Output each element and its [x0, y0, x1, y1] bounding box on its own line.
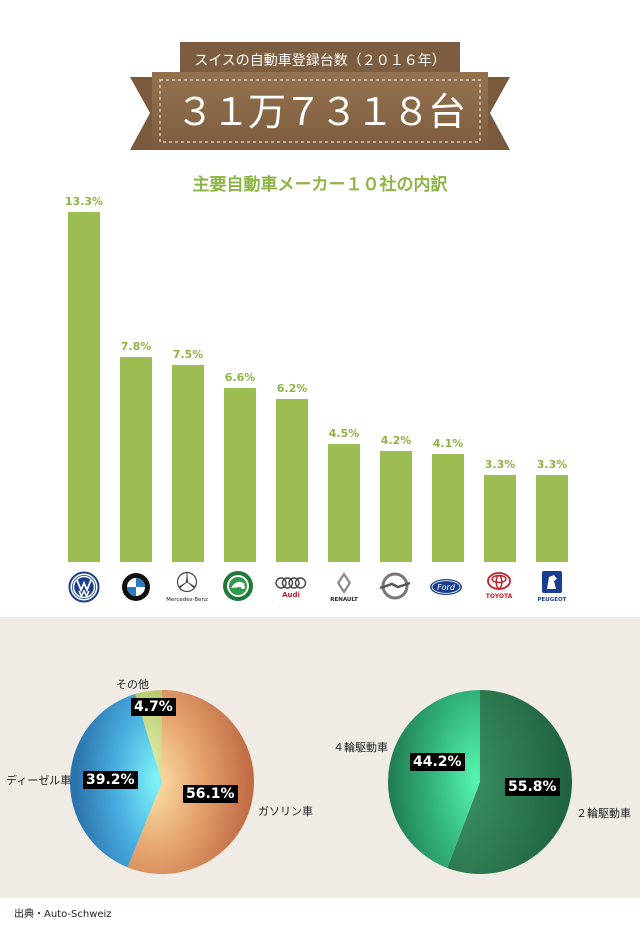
- bar-value-label: 3.3%: [484, 458, 516, 472]
- total-registrations: ３１万７３１８台: [175, 90, 466, 134]
- toyota-logo-text: TOYOTA: [486, 593, 513, 600]
- bar-value-label: 7.8%: [120, 339, 152, 353]
- bar-toyota: [484, 475, 516, 562]
- bar-renault: [328, 443, 360, 562]
- ford-logo-text: Ford: [437, 583, 456, 592]
- audi-logo-text: Audi: [282, 591, 300, 599]
- ribbon-main: [152, 72, 488, 150]
- renault-logo-text: RENAULT: [330, 597, 358, 603]
- pie-drive-label-4wd: ４輪駆動車: [333, 741, 388, 754]
- source-note: 出典・Auto-Schweiz: [14, 909, 112, 920]
- mercedes-logo-text: Mercedes-Benz: [166, 597, 208, 603]
- pie-drive-label-2wd: ２輪駆動車: [576, 807, 631, 820]
- bar-value-label: 6.2%: [276, 381, 308, 395]
- bmw-logo: [122, 573, 150, 601]
- ribbon-stitch: [159, 79, 481, 143]
- bar-value-label: 13.3%: [64, 195, 104, 208]
- bar-opel: [380, 451, 412, 562]
- pie-fuel-slice-gasoline: [127, 690, 254, 874]
- skoda-logo: [223, 571, 253, 601]
- pie-fuel-value-gasoline: 56.1%: [183, 785, 238, 803]
- pie-fuel-label-diesel: ディーゼル車: [6, 774, 72, 787]
- bar-peugeot: [536, 475, 568, 562]
- bar-value-label: 6.6%: [224, 371, 256, 385]
- bar-bmw: [120, 356, 152, 562]
- subtitle-tab: [180, 42, 460, 75]
- renault-logo: RENAULT: [330, 572, 358, 603]
- toyota-logo: TOYOTA: [486, 572, 513, 600]
- bar-value-label: 3.3%: [536, 458, 568, 472]
- pie-drive-value-4wd: 44.2%: [410, 753, 465, 771]
- bar-ford: [432, 454, 464, 562]
- pie-charts: [70, 690, 572, 874]
- pie-drive-slice-4wd: [387, 690, 480, 868]
- audi-logo: Audi: [275, 577, 307, 599]
- bar-chart: 13.3% 7.8% 7.5% 6.6% 6.2% 4.5% 4.2% 4.1% 3.3% 3.3…: [64, 195, 568, 562]
- pie-fuel-value-diesel: 39.2%: [83, 771, 138, 789]
- ford-logo: Ford: [430, 579, 462, 595]
- pie-fuel-value-other: 4.7%: [131, 698, 176, 716]
- mercedes-benz-logo: Mercedes-Benz: [166, 571, 208, 603]
- bar-value-label: 4.1%: [432, 437, 464, 451]
- section-title: 主要自動車メーカー１０社の内訳: [192, 175, 448, 195]
- bar-value-label: 4.2%: [380, 434, 412, 448]
- peugeot-logo: PEUGEOT: [538, 571, 567, 603]
- opel-logo: [379, 572, 411, 600]
- subtitle: スイスの自動車登録台数（２０１６年）: [194, 53, 446, 69]
- bar-value-label: 7.5%: [172, 347, 204, 361]
- bar-mercedes-benz: [172, 364, 204, 562]
- bar-audi: [276, 398, 308, 562]
- bar-skoda: [224, 388, 256, 562]
- pie-drive-value-2wd: 55.8%: [505, 778, 560, 796]
- bar-value-label: 4.5%: [328, 426, 360, 440]
- bar-volkswagen: [68, 212, 100, 562]
- peugeot-logo-text: PEUGEOT: [538, 597, 567, 603]
- volkswagen-logo: [68, 571, 100, 603]
- pie-fuel-label-other: その他: [116, 678, 149, 691]
- header-ribbon-graphic: [130, 42, 510, 150]
- pie-fuel-label-gasoline: ガソリン車: [258, 805, 313, 818]
